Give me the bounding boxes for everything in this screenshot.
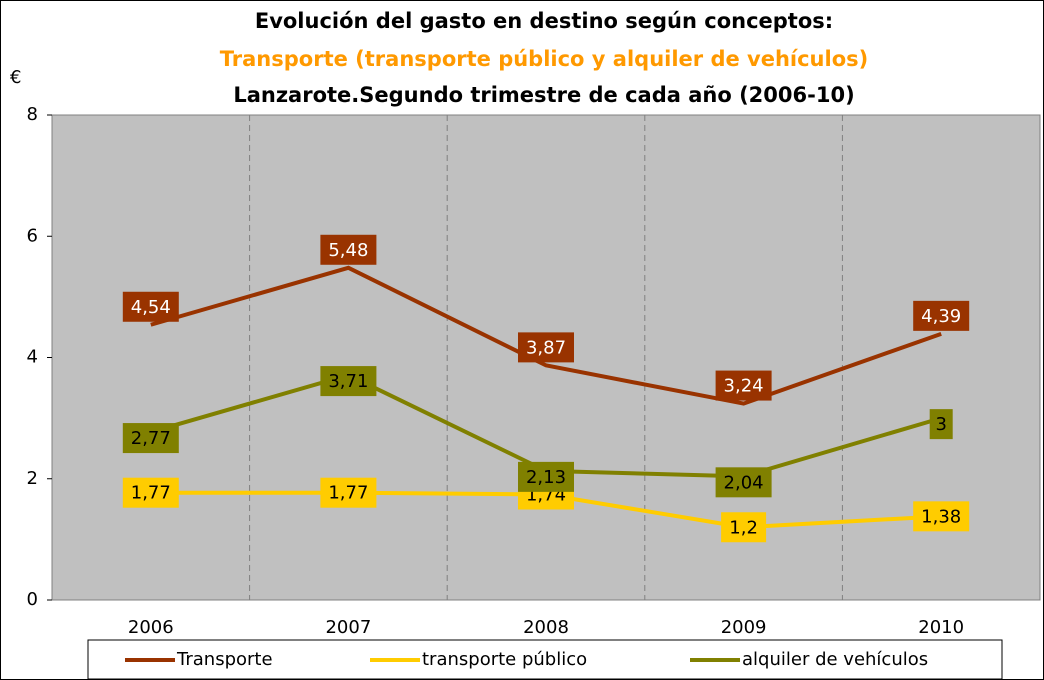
- value-label-box: [721, 512, 767, 543]
- legend: [87, 639, 1003, 680]
- chart-subtitle: Transporte (transporte público y alquile…: [220, 47, 868, 71]
- value-label-box: [715, 467, 772, 498]
- x-tick-label: 2007: [325, 617, 371, 638]
- value-label-box: [518, 332, 574, 363]
- value-label-box: [913, 501, 970, 532]
- x-tick-label: 2006: [128, 617, 174, 638]
- value-label: 1,2: [729, 517, 758, 538]
- y-tick-label: 4: [27, 347, 38, 368]
- value-label-box: [320, 366, 377, 397]
- chart-title: Evolución del gasto en destino según con…: [255, 9, 833, 33]
- legend-label: alquiler de vehículos: [742, 649, 928, 670]
- y-tick-label: 8: [27, 104, 38, 125]
- legend-label: transporte público: [422, 649, 587, 670]
- value-label: 1,38: [921, 506, 961, 527]
- value-label: 1,77: [328, 483, 368, 504]
- value-label-box: [320, 234, 377, 265]
- legend-label: Transporte: [176, 649, 273, 670]
- value-label: 3,24: [724, 376, 764, 397]
- value-label: 2,77: [131, 428, 171, 449]
- value-label-box: [913, 300, 970, 331]
- value-label: 2,13: [526, 467, 566, 488]
- y-tick-label: 2: [27, 468, 38, 489]
- value-label: 5,48: [328, 240, 368, 261]
- value-label-box: [715, 370, 772, 401]
- value-label-box: [929, 409, 953, 440]
- value-label: 3,71: [328, 371, 368, 392]
- y-tick-label: 0: [27, 589, 38, 610]
- value-label: 4,39: [921, 306, 961, 327]
- value-label: 4,54: [131, 297, 171, 318]
- chart-subtitle: Lanzarote.Segundo trimestre de cada año …: [233, 83, 854, 107]
- x-tick-label: 2010: [918, 617, 964, 638]
- x-tick-label: 2009: [721, 617, 767, 638]
- value-label-box: [320, 477, 377, 508]
- value-label-box: [122, 423, 179, 454]
- value-label-box: [122, 477, 179, 508]
- y-tick-label: 6: [27, 225, 38, 246]
- x-tick-label: 2008: [523, 617, 569, 638]
- value-label-box: [122, 291, 179, 322]
- line: [150, 265, 942, 406]
- value-label: 1,77: [131, 483, 171, 504]
- value-label: 3,87: [526, 337, 566, 358]
- y-axis-label: €: [10, 67, 21, 88]
- value-label: 3: [935, 414, 946, 435]
- value-label-box: [518, 461, 574, 492]
- value-label: 2,04: [724, 472, 764, 493]
